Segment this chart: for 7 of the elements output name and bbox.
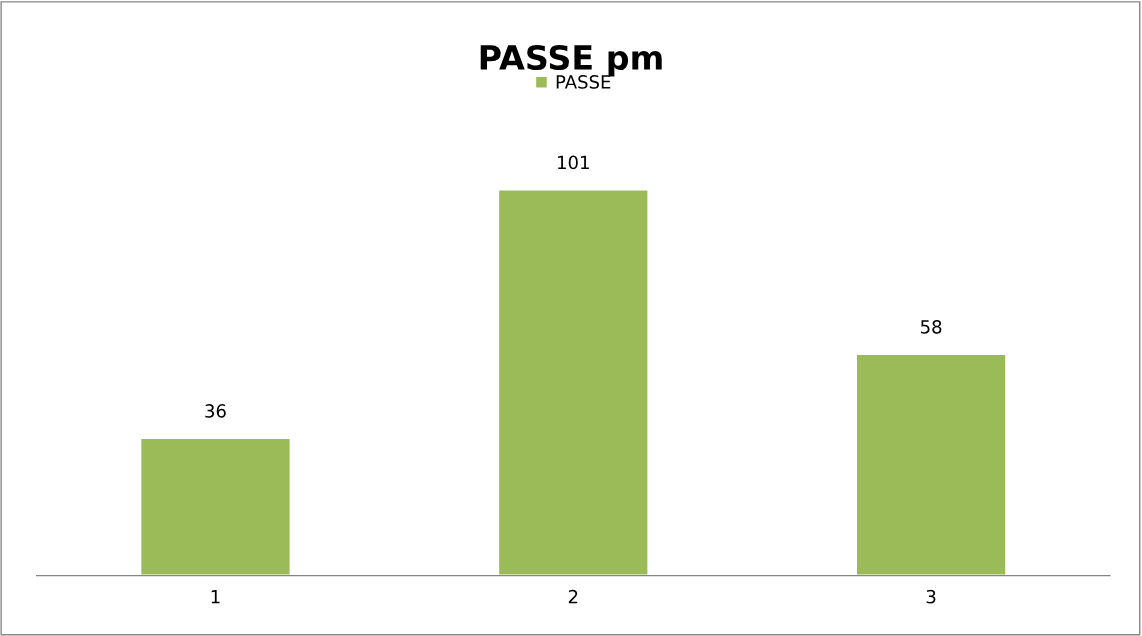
x-tick-label: 2 — [568, 589, 578, 604]
legend-label: PASSE — [556, 75, 611, 89]
data-label: 58 — [921, 320, 942, 334]
data-label: 36 — [205, 404, 226, 418]
x-tick-label: 1 — [211, 590, 220, 604]
data-label: 101 — [558, 155, 589, 170]
x-tick-label: 3 — [926, 589, 936, 604]
